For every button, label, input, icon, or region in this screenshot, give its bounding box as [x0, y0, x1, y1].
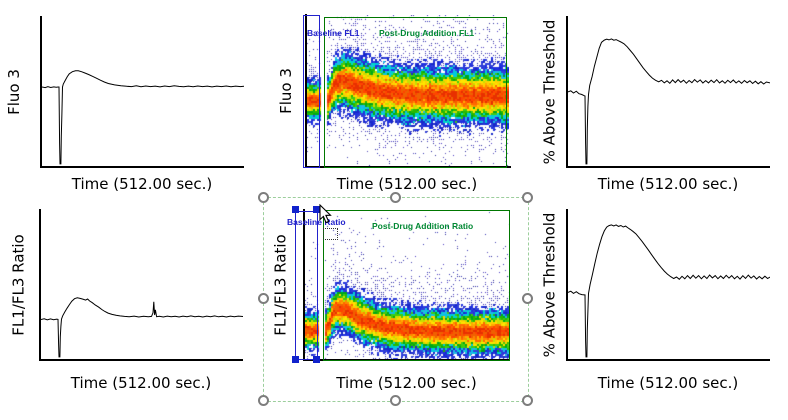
gate-label-postdrug-ratio: Post-Drug Addition Ratio — [372, 221, 474, 231]
y-axis-label: FL1/FL3 Ratio — [10, 233, 29, 336]
x-axis-label: Time (512.00 sec.) — [71, 175, 213, 193]
y-axis-line — [305, 14, 307, 168]
y-axis-line — [39, 209, 41, 361]
gate-resize-handle-se[interactable] — [313, 356, 320, 363]
selection-handle-e[interactable] — [522, 293, 533, 304]
selection-handle-nw[interactable] — [258, 192, 269, 203]
gate-label-baseline-ratio: Baseline Ratio — [287, 217, 346, 227]
y-axis-label: % Above Threshold — [540, 19, 558, 164]
selection-handle-w[interactable] — [258, 293, 269, 304]
gate-postdrug-fl1[interactable] — [324, 17, 507, 168]
selection-handle-s[interactable] — [390, 395, 401, 406]
mouse-cursor-icon — [319, 204, 332, 224]
selection-handle-sw[interactable] — [258, 395, 269, 406]
x-axis-label: Time (512.00 sec.) — [70, 374, 212, 392]
y-axis-label: Fluo 3 — [277, 67, 296, 114]
y-axis-label: FL1/FL3 Ratio — [272, 233, 291, 336]
y-axis-label: Fluo 3 — [5, 68, 24, 115]
x-axis-line — [566, 359, 770, 361]
y-axis-label-wrap: Fluo 3 — [5, 17, 23, 166]
x-axis-label: Time (512.00 sec.) — [336, 175, 478, 193]
y-axis-label-wrap: % Above Threshold — [540, 210, 558, 359]
drag-marquee-icon — [323, 228, 338, 240]
gate-resize-handle-nw[interactable] — [292, 206, 299, 213]
gate-baseline-ratio[interactable] — [295, 211, 318, 360]
y-axis-line — [566, 209, 568, 361]
y-axis-label: % Above Threshold — [540, 212, 558, 357]
y-axis-label-wrap: Fluo 3 — [277, 15, 295, 166]
x-axis-label: Time (512.00 sec.) — [597, 175, 739, 193]
line-series-plot[interactable] — [568, 210, 770, 359]
selection-handle-n[interactable] — [390, 192, 401, 203]
gate-postdrug-ratio[interactable] — [323, 210, 510, 361]
gate-resize-handle-ne[interactable] — [313, 206, 320, 213]
line-series-plot[interactable] — [41, 210, 243, 359]
density-plot[interactable] — [307, 15, 509, 166]
gate-resize-handle-sw[interactable] — [292, 356, 299, 363]
line-series-plot[interactable] — [42, 17, 244, 166]
gate-baseline-fl1[interactable] — [303, 15, 320, 168]
y-axis-label-wrap: FL1/FL3 Ratio — [10, 210, 28, 359]
gate-label-baseline-fl1: Baseline FL1 — [307, 28, 360, 38]
y-axis-label-wrap: FL1/FL3 Ratio — [272, 210, 290, 359]
selection-handle-se[interactable] — [522, 395, 533, 406]
x-axis-line — [39, 359, 243, 361]
x-axis-label: Time (512.00 sec.) — [336, 374, 477, 392]
x-axis-line — [566, 166, 770, 168]
x-axis-line — [40, 166, 244, 168]
y-axis-line — [303, 209, 305, 361]
line-series-plot[interactable] — [568, 17, 770, 166]
x-axis-label: Time (512.00 sec.) — [597, 374, 739, 392]
density-plot[interactable] — [305, 210, 510, 359]
y-axis-label-wrap: % Above Threshold — [540, 17, 558, 166]
y-axis-line — [40, 16, 42, 168]
gate-label-postdrug-fl1: Post-Drug Addition FL1 — [379, 28, 475, 38]
selection-handle-ne[interactable] — [522, 192, 533, 203]
y-axis-line — [566, 16, 568, 168]
